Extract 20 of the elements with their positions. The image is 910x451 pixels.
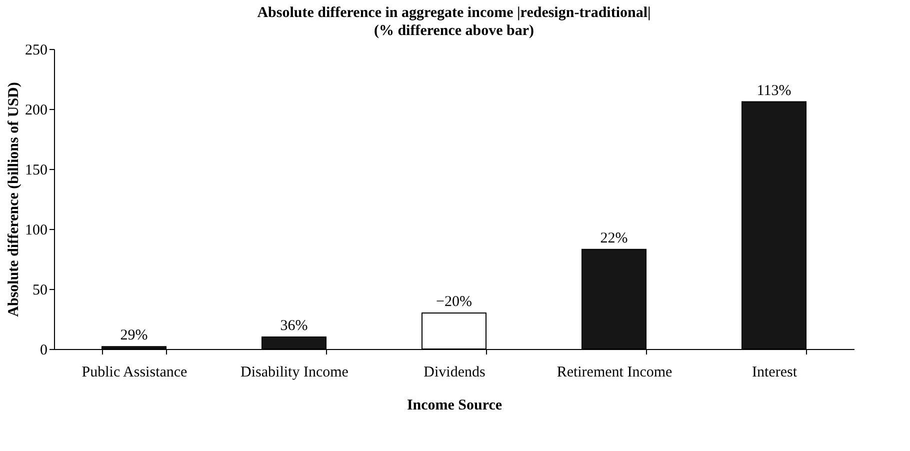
y-tick-label: 100	[25, 222, 48, 238]
annotation: 36%	[280, 318, 308, 334]
y-axis-title: Absolute difference (billions of USD)	[6, 82, 22, 317]
x-tick-label: Interest	[752, 364, 798, 380]
x-tick-label: Disability Income	[240, 364, 349, 380]
x-axis-title: Income Source	[406, 398, 502, 414]
x-tick-label: Dividends	[424, 364, 486, 380]
x-tick-label: Retirement Income	[556, 364, 673, 380]
annotation: 113%	[756, 82, 792, 99]
y-tick-label: 50	[32, 282, 48, 298]
chart-title: Absolute difference in aggregate income |redesign-traditional|	[257, 5, 651, 21]
annotation: 29%	[120, 328, 148, 344]
y-tick-label: 250	[25, 42, 48, 58]
annotation: 22%	[600, 230, 628, 246]
x-tick-label: Public Assistance	[82, 364, 188, 380]
y-tick-label: 200	[25, 102, 48, 118]
annotation: −20%	[436, 294, 472, 310]
y-tick-label: 0	[40, 342, 48, 358]
y-tick-label: 150	[25, 162, 48, 178]
chart-subtitle: (% difference above bar)	[374, 23, 534, 39]
